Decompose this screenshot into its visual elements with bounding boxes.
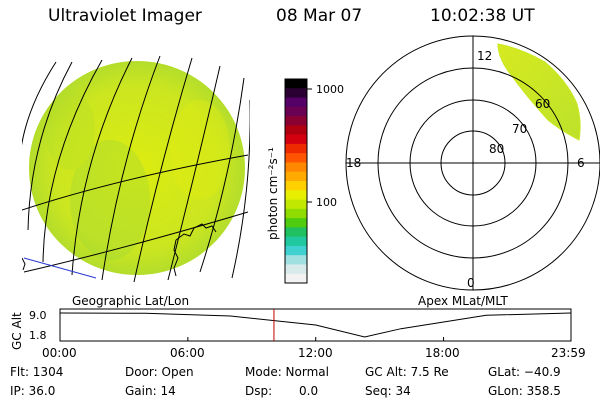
colorbar-strip	[285, 208, 307, 219]
colorbar-strip	[285, 116, 307, 126]
meridian-line	[199, 77, 245, 273]
meridian-line	[167, 65, 221, 281]
earth-disk	[29, 61, 245, 275]
right-panel-caption: Apex MLat/MLT	[418, 294, 508, 308]
disk-texture-c	[45, 90, 95, 170]
colorbar-strip	[285, 97, 307, 108]
timeline-xtick: 23:59	[551, 346, 586, 360]
mode-value: Mode: Normal	[245, 365, 329, 379]
geo-grid	[22, 55, 250, 283]
altitude-timeline: 9.0 1.8 GC Alt 00:00 06:00 12:00 18:00 2…	[10, 308, 586, 360]
timeline-xtick: 12:00	[298, 346, 333, 360]
parallel-line	[23, 211, 249, 273]
timeline-xtick: 00:00	[42, 346, 77, 360]
colorbar-strip	[285, 227, 307, 238]
dsp-value: 0.0	[299, 384, 319, 398]
timeline-ylabel: GC Alt	[10, 312, 24, 350]
mlt-label-6: 6	[577, 156, 585, 170]
date-label: 08 Mar 07	[276, 6, 363, 26]
meridian-line	[231, 100, 250, 279]
colorbar-tick-label: 100	[316, 196, 337, 209]
parallel-line	[22, 154, 249, 211]
meridian-line	[42, 59, 103, 263]
mlt-label-12: 12	[477, 49, 492, 63]
timeline-xtick: 18:00	[425, 346, 460, 360]
colorbar-strip	[285, 162, 307, 173]
geographic-longitude: GLon: 358.5	[488, 384, 561, 398]
colorbar-strip	[285, 181, 307, 191]
ip-value: IP: 36.0	[10, 384, 56, 398]
door-status: Door: Open	[125, 365, 194, 379]
colorbar-frame	[284, 78, 308, 284]
dsp-label: Dsp:	[245, 384, 273, 398]
colorbar-strip	[285, 218, 307, 228]
lat-label-60: 60	[535, 97, 550, 111]
terminator-line	[23, 257, 97, 279]
colorbar-label: photon cm⁻²s⁻¹	[266, 147, 280, 240]
instrument-title: Ultraviolet Imager	[48, 6, 202, 26]
colorbar-strip	[285, 79, 307, 89]
geographic-latitude: GLat: −40.9	[488, 365, 561, 379]
timeline-ytick: 9.0	[29, 309, 47, 322]
mlt-label-0: 0	[467, 276, 475, 290]
coastline	[22, 257, 26, 271]
gc-altitude: GC Alt: 7.5 Re	[365, 365, 449, 379]
meridian-line	[27, 61, 73, 231]
colorbar-strip	[285, 190, 307, 201]
colorbar-strip	[285, 134, 307, 145]
left-panel-caption: Geographic Lat/Lon	[72, 294, 189, 308]
colorbar-strip	[285, 106, 307, 117]
altitude-curve	[59, 312, 572, 338]
colorbar-strip	[285, 153, 307, 163]
colorbar-strip	[285, 245, 307, 256]
coastline	[175, 223, 217, 241]
polar-plot: 12 18 6 0 60 70 80	[345, 35, 600, 291]
colorbar-strip	[285, 199, 307, 210]
colorbar-strip	[285, 171, 307, 182]
colorbar-strip	[285, 273, 307, 284]
auroral-oval	[497, 43, 581, 141]
coastline	[173, 239, 179, 277]
gain-value: Gain: 14	[125, 384, 176, 398]
sequence-number: Seq: 34	[365, 384, 411, 398]
meridian-line	[133, 57, 193, 283]
colorbar-strip	[285, 255, 307, 265]
colorbar-strip	[285, 236, 307, 247]
timeline-xtick: 06:00	[170, 346, 205, 360]
time-label: 10:02:38 UT	[430, 6, 535, 26]
meridian-line	[101, 55, 161, 281]
mlt-label-18: 18	[346, 156, 361, 170]
timeline-ytick: 1.8	[29, 329, 47, 342]
colorbar-strip	[285, 125, 307, 136]
lat-label-80: 80	[489, 142, 504, 156]
lat-label-70: 70	[512, 122, 527, 136]
colorbar-tick-label: 1000	[316, 83, 344, 96]
colorbar: 1000 100 photon cm⁻²s⁻¹	[266, 78, 344, 284]
meridian-line	[22, 61, 57, 146]
meridian-line	[71, 57, 133, 276]
disk-texture-a	[70, 140, 150, 260]
colorbar-strip	[285, 264, 307, 275]
flight-number: Flt: 1304	[10, 365, 64, 379]
earth-disk-image	[29, 61, 245, 275]
colorbar-strip	[285, 88, 307, 99]
colorbar-strip	[285, 143, 307, 154]
